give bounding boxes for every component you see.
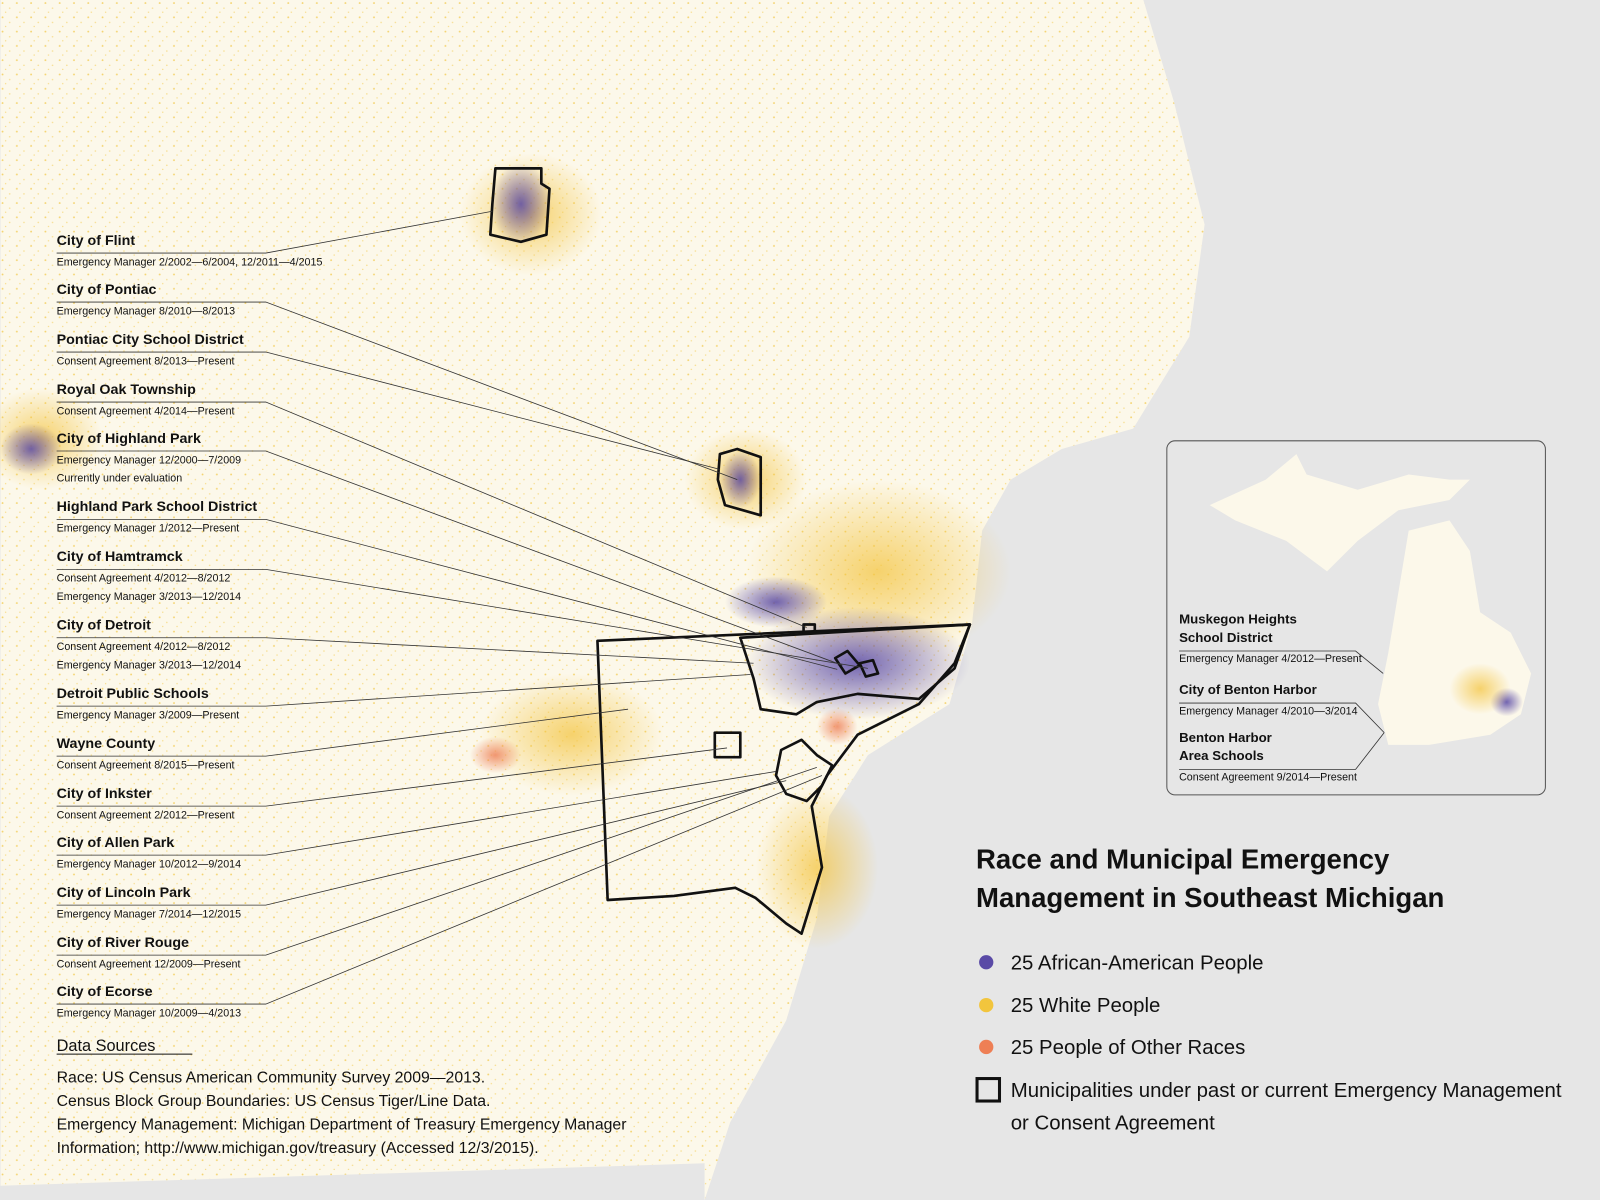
sources-line: Race: US Census American Community Surve… bbox=[57, 1070, 485, 1087]
lake-st-clair bbox=[1015, 454, 1113, 572]
legend-swatch bbox=[979, 1039, 994, 1055]
annotation-detail: Emergency Manager 7/2014—12/2015 bbox=[57, 908, 241, 920]
annotation-name: Detroit Public Schools bbox=[57, 686, 209, 702]
annotation-name: City of Detroit bbox=[57, 618, 152, 634]
annotation-detail: Currently under evaluation bbox=[57, 473, 183, 485]
title-line: Management in Southeast Michigan bbox=[976, 882, 1444, 913]
inset-name: Benton Harbor bbox=[1179, 730, 1272, 745]
land-texture bbox=[0, 0, 1205, 1200]
leader-line bbox=[56, 351, 721, 470]
leader-line bbox=[1179, 650, 1384, 674]
boundary-royal-oak bbox=[802, 623, 817, 634]
annotation-detail: Emergency Manager 10/2009—4/2013 bbox=[57, 1007, 241, 1019]
sources-line: Information; http://www.michigan.gov/tre… bbox=[57, 1140, 539, 1157]
title-line: Race and Municipal Emergency bbox=[976, 843, 1390, 874]
legend-label: Municipalities under past or current Eme… bbox=[1011, 1080, 1562, 1102]
inset-name: Muskegon Heights bbox=[1179, 611, 1297, 626]
inset-name: Area Schools bbox=[1179, 748, 1264, 763]
leader-line bbox=[56, 747, 728, 807]
leader-line bbox=[56, 450, 843, 666]
legend-swatch bbox=[975, 1077, 1002, 1103]
legend-label: 25 African-American People bbox=[1011, 952, 1264, 974]
annotation-name: City of Allen Park bbox=[57, 835, 175, 851]
annotation-name: Wayne County bbox=[57, 736, 156, 752]
annotation-detail: Consent Agreement 8/2015—Present bbox=[57, 759, 235, 771]
leader-line bbox=[56, 637, 754, 664]
data-sources: Data Sources Race: US Census American Com… bbox=[57, 1037, 627, 1157]
boundary-hamtramck bbox=[858, 658, 880, 678]
sources-heading: Data Sources bbox=[57, 1037, 156, 1055]
annotations: City of Flint Emergency Manager 2/2002—6/… bbox=[56, 210, 868, 1019]
legend-label: 25 White People bbox=[1011, 995, 1161, 1017]
annotation-detail: Emergency Manager 2/2002—6/2004, 12/2011… bbox=[57, 256, 323, 268]
leader-line bbox=[56, 401, 807, 628]
annotation-detail: Emergency Manager 8/2010—8/2013 bbox=[57, 305, 236, 317]
annotation-name: City of Ecorse bbox=[57, 984, 153, 1000]
leader-line bbox=[1179, 702, 1385, 733]
inset-name: School District bbox=[1179, 630, 1273, 645]
annotation-name: Royal Oak Township bbox=[57, 382, 197, 398]
inset-detail: Emergency Manager 4/2010—3/2014 bbox=[1179, 705, 1358, 717]
leader-line bbox=[56, 568, 868, 669]
annotation-name: City of Hamtramck bbox=[57, 549, 183, 565]
annotation-detail: Emergency Manager 10/2012—9/2014 bbox=[57, 858, 241, 870]
annotation-name: City of Highland Park bbox=[57, 431, 201, 447]
annotation-detail: Consent Agreement 8/2013—Present bbox=[57, 355, 235, 367]
leader-line bbox=[56, 771, 777, 856]
inset-se-cluster bbox=[1449, 663, 1511, 715]
boundary-detroit bbox=[738, 623, 972, 716]
annotation-detail: Consent Agreement 4/2012—8/2012 bbox=[57, 641, 231, 653]
leader-line bbox=[56, 210, 493, 254]
inset-detail: Consent Agreement 9/2014—Present bbox=[1179, 772, 1357, 784]
inset-upper-peninsula bbox=[1209, 454, 1470, 572]
leader-line bbox=[56, 674, 751, 707]
legend-label: 25 People of Other Races bbox=[1011, 1037, 1246, 1059]
leader-line bbox=[56, 780, 787, 906]
legend-swatch bbox=[979, 997, 994, 1013]
bottom-water bbox=[0, 1163, 705, 1200]
annotation-detail: Consent Agreement 4/2012—8/2012 bbox=[57, 573, 231, 585]
annotation-detail: Emergency Manager 1/2012—Present bbox=[57, 523, 240, 535]
boundary-flint bbox=[488, 167, 551, 244]
legend-swatch bbox=[979, 955, 994, 970]
inset-detail: Emergency Manager 4/2012—Present bbox=[1179, 653, 1362, 665]
sources-line: Emergency Management: Michigan Departmen… bbox=[57, 1117, 627, 1134]
inset-name: City of Benton Harbor bbox=[1179, 682, 1317, 697]
annotation-name: City of Pontiac bbox=[57, 282, 157, 298]
annotation-name: City of Lincoln Park bbox=[57, 885, 191, 901]
legend: 25 African-American People 25 White Peopl… bbox=[975, 952, 1562, 1135]
annotation-detail: Consent Agreement 2/2012—Present bbox=[57, 809, 235, 821]
population-clusters bbox=[0, 153, 1011, 949]
boundary-inkster bbox=[713, 731, 742, 759]
annotation-detail: Emergency Manager 3/2009—Present bbox=[57, 709, 240, 721]
leader-line bbox=[56, 518, 838, 670]
annotation-name: City of Flint bbox=[57, 233, 136, 249]
leader-line bbox=[56, 301, 738, 480]
annotation-name: Highland Park School District bbox=[57, 499, 258, 515]
annotation-detail: Consent Agreement 4/2014—Present bbox=[57, 405, 235, 417]
boundary-pontiac bbox=[716, 447, 763, 517]
annotation-detail: Emergency Manager 3/2013—12/2014 bbox=[57, 591, 241, 603]
annotation-name: City of River Rouge bbox=[57, 935, 189, 951]
annotation-detail: Consent Agreement 12/2009—Present bbox=[57, 958, 241, 970]
inset-annotations: Muskegon Heights School District Emergency… bbox=[1179, 611, 1385, 784]
annotation-detail: Emergency Manager 3/2013—12/2014 bbox=[57, 659, 241, 671]
annotation-name: City of Inkster bbox=[57, 786, 153, 802]
annotation-name: Pontiac City School District bbox=[57, 332, 244, 348]
leader-line bbox=[56, 766, 817, 956]
sources-line: Census Block Group Boundaries: US Census… bbox=[57, 1093, 491, 1110]
annotation-detail: Emergency Manager 12/2000—7/2009 bbox=[57, 454, 241, 466]
legend-label: or Consent Agreement bbox=[1011, 1113, 1215, 1135]
leader-line bbox=[56, 775, 823, 1005]
leader-line bbox=[56, 708, 629, 757]
boundary-downriver bbox=[774, 738, 834, 803]
leader-line bbox=[1179, 732, 1385, 770]
